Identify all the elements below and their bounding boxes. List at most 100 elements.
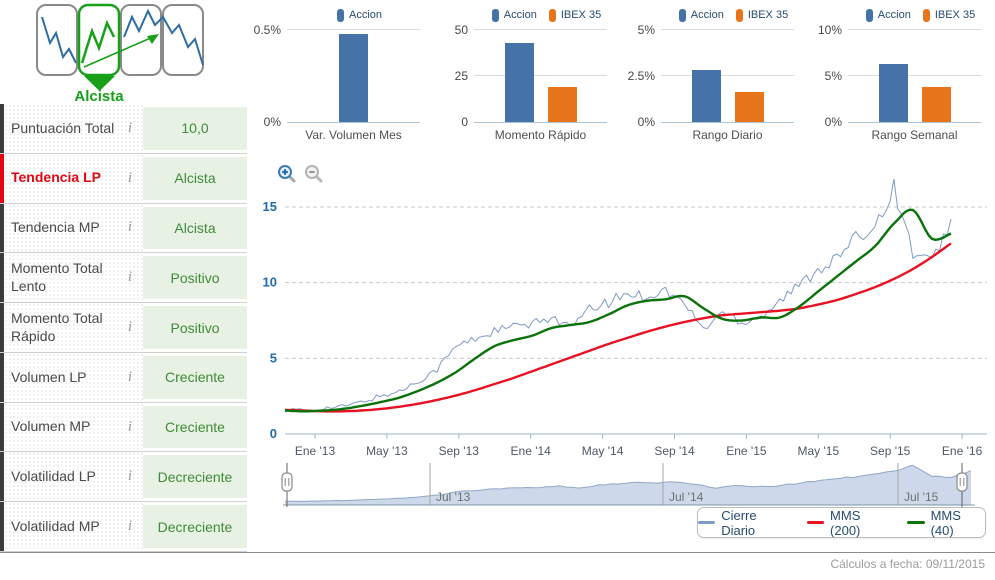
navigator[interactable]: Jul '13 Jul '14 Jul '15 <box>247 460 995 510</box>
row-accent-bar <box>0 402 4 452</box>
mini-chart-title: Rango Semanal <box>871 128 958 142</box>
trend-zigzag-green <box>80 19 116 64</box>
trend-zigzag-blue <box>123 8 204 66</box>
row-value: Alcista <box>143 156 247 200</box>
info-icon[interactable]: i <box>127 119 133 136</box>
mini-chart-plot: 5% 2.5% 0% <box>628 23 794 129</box>
navigator-left-handle[interactable] <box>281 463 293 507</box>
legend-label: IBEX 35 <box>747 9 789 21</box>
mini-chart-legend: Accion <box>285 6 434 24</box>
gridline <box>661 75 794 76</box>
score-row-momento-total-r-pido: Momento Total Rápido i Positivo <box>0 303 247 353</box>
price-chart: 0 5 10 15 Ene '13 May '13 Sep '13 Ene '14 May '1… <box>247 152 995 462</box>
navigator-label: Jul '13 <box>436 490 471 504</box>
mini-chart-title: Rango Diario <box>692 128 763 142</box>
selected-pointer-icon <box>84 76 115 91</box>
row-value: Creciente <box>143 355 247 399</box>
gridline <box>474 29 607 30</box>
info-icon[interactable]: i <box>127 368 133 385</box>
mini-chart-title: Momento Rápido <box>494 128 587 142</box>
score-row-volatilidad-lp: Volatilidad LP i Decreciente <box>0 452 247 503</box>
bar-ibex-35 <box>547 87 577 122</box>
score-row-puntuaci-n-total: Puntuación Total i 10,0 <box>0 104 247 154</box>
trend-card-lateral[interactable] <box>120 4 162 76</box>
mini-chart-rango-diario: Accion IBEX 35 5% 2.5% 0% Rango Diario <box>621 0 808 152</box>
bars <box>661 30 794 122</box>
navigator-right-handle[interactable] <box>956 463 968 507</box>
bars <box>474 30 607 122</box>
info-icon[interactable]: i <box>127 319 133 336</box>
legend-label: Accion <box>348 9 383 21</box>
mini-chart-title: Var. Volumen Mes <box>305 128 402 142</box>
navigator-label: Jul '15 <box>904 490 939 504</box>
info-icon[interactable]: i <box>127 269 133 286</box>
price-chart-plot[interactable]: 0 5 10 15 Ene '13 May '13 Sep '13 Ene '14 May '1… <box>247 152 995 462</box>
trend-arrow <box>83 36 154 68</box>
info-icon[interactable]: i <box>127 468 133 485</box>
axis-tick-label: 0.5% <box>253 23 281 37</box>
info-icon[interactable]: i <box>127 169 133 186</box>
legend-item-cierre-diario[interactable]: Cierre Diario <box>698 508 791 538</box>
legend-label: IBEX 35 <box>934 9 976 21</box>
row-accent-bar <box>0 303 4 352</box>
mini-chart-plot: 50 25 0 <box>455 23 607 129</box>
legend-item-ibex-35: IBEX 35 <box>548 8 602 22</box>
row-label: Puntuación Total <box>11 119 115 136</box>
mini-chart-legend: Accion IBEX 35 <box>659 6 808 24</box>
magnifier-plus-icon <box>278 165 296 183</box>
gridline <box>848 29 981 30</box>
navigator-area <box>285 465 971 505</box>
cierre-diario-line <box>284 178 952 413</box>
legend-item-accion: Accion <box>678 8 724 22</box>
legend-item-mms-40[interactable]: MMS (40) <box>907 508 985 538</box>
bars <box>287 30 420 122</box>
legend-marker-icon <box>735 8 743 22</box>
trend-card-bajista[interactable] <box>36 4 78 76</box>
row-accent-bar <box>0 153 4 203</box>
legend-marker-icon <box>548 8 556 22</box>
row-label: Volatilidad MP <box>11 517 100 534</box>
trend-card-bajista-final[interactable] <box>123 4 204 76</box>
x-axis-label: May '13 <box>366 444 408 458</box>
mini-chart-var-volumen-mes: Accion 0.5% 0% Var. Volumen Mes <box>247 0 434 152</box>
info-icon[interactable]: i <box>127 518 133 535</box>
zoom-out-button[interactable] <box>304 164 324 184</box>
info-icon[interactable]: i <box>127 219 133 236</box>
axis-tick-label: 50 <box>454 23 468 37</box>
row-value: Positivo <box>143 256 247 300</box>
chart-legend: Cierre Diario MMS (200) MMS (40) <box>697 507 986 538</box>
gridline <box>848 75 981 76</box>
row-value: 10,0 <box>143 107 247 150</box>
legend-marker-icon <box>922 8 930 22</box>
mini-chart-momento-r-pido: Accion IBEX 35 50 25 0 Momento Rápido <box>434 0 621 152</box>
trend-card-alcista-selected[interactable] <box>77 3 159 77</box>
mini-chart-plot: 10% 5% 0% <box>818 23 981 129</box>
mini-chart-plot: 0.5% 0% <box>254 23 420 129</box>
zoom-in-button[interactable] <box>277 164 297 184</box>
gridline <box>287 29 420 30</box>
legend-marker-icon <box>491 8 499 22</box>
legend-item-ibex-35: IBEX 35 <box>735 8 789 22</box>
row-value: Creciente <box>143 405 247 449</box>
legend-item-accion: Accion <box>865 8 911 22</box>
legend-label: Accion <box>877 9 911 21</box>
x-axis-label: Ene '14 <box>511 444 552 458</box>
info-icon[interactable]: i <box>127 418 133 435</box>
legend-item-accion: Accion <box>491 8 537 22</box>
axis-tick-label: 0% <box>637 115 655 129</box>
y-axis-label: 0 <box>270 426 277 441</box>
magnifier-minus-icon <box>305 165 323 183</box>
row-accent-bar <box>0 104 4 153</box>
comparison-bar-charts: Accion 0.5% 0% Var. Volumen Mes Accion IBEX 3… <box>247 0 995 152</box>
y-axis-label: 15 <box>263 199 277 214</box>
score-row-volumen-lp: Volumen LP i Creciente <box>0 352 247 403</box>
axis-tick-label: 25 <box>454 69 468 83</box>
legend-label: MMS (200) <box>830 507 861 538</box>
navigator-label: Jul '14 <box>669 490 704 504</box>
row-accent-bar <box>0 253 4 303</box>
axis-tick-label: 10% <box>817 23 842 37</box>
axis-tick-label: 0% <box>263 115 281 129</box>
legend-label: IBEX 35 <box>560 9 602 21</box>
x-axis-label: Ene '15 <box>726 444 767 458</box>
legend-item-mms-200[interactable]: MMS (200) <box>806 507 892 538</box>
